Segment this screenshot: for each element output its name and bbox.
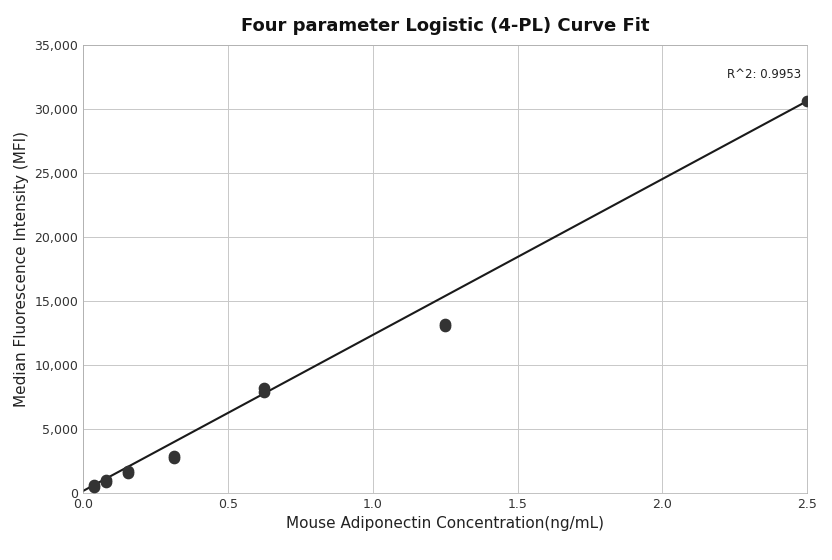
Point: [99, 478, 112, 487]
Point: [258, 387, 271, 396]
Point: [258, 384, 271, 393]
Text: R^2: 0.9953: R^2: 0.9953: [727, 68, 801, 81]
Title: Four parameter Logistic (4-PL) Curve Fit: Four parameter Logistic (4-PL) Curve Fit: [241, 17, 649, 35]
Point: [800, 97, 814, 106]
Point: [88, 480, 102, 489]
Point: [167, 454, 181, 463]
Y-axis label: Median Fluorescence Intensity (MFI): Median Fluorescence Intensity (MFI): [14, 131, 29, 407]
Point: [99, 475, 112, 484]
Point: [121, 469, 135, 478]
Point: [438, 322, 452, 331]
X-axis label: Mouse Adiponectin Concentration(ng/mL): Mouse Adiponectin Concentration(ng/mL): [286, 516, 604, 531]
Point: [88, 483, 102, 492]
Point: [167, 451, 181, 460]
Point: [121, 466, 135, 475]
Point: [438, 319, 452, 328]
